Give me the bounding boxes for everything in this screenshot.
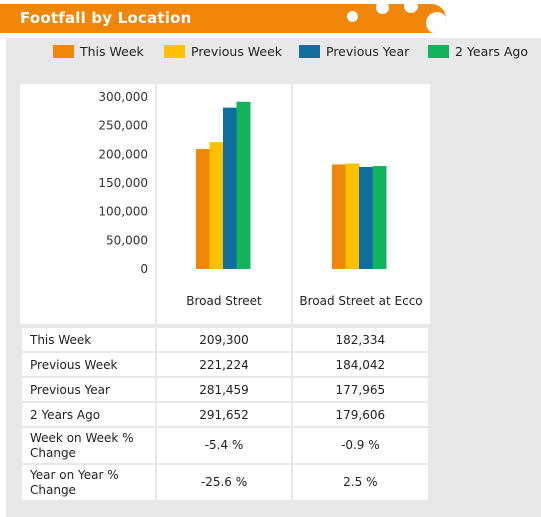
legend-label: Previous Week: [191, 44, 283, 59]
y-tick-label: 150,000: [98, 176, 148, 190]
y-tick-label: 100,000: [98, 205, 148, 219]
y-tick-label: 300,000: [98, 90, 148, 104]
chart-legend: This Week Previous Week Previous Year 2 …: [6, 44, 541, 62]
legend-item-previous-year: Previous Year: [299, 44, 409, 59]
row-label: Previous Year: [19, 376, 158, 403]
bar: [359, 166, 373, 269]
bar: [372, 166, 387, 269]
table-cell: 182,334: [290, 326, 431, 353]
y-tick-label: 50,000: [106, 233, 148, 247]
row-label: Previous Week: [19, 351, 158, 378]
table-cell: -25.6 %: [155, 463, 293, 502]
table-row: Year on Year % Change -25.6 % 2.5 %: [19, 463, 431, 502]
legend-label: 2 Years Ago: [455, 44, 529, 59]
table-cell: 221,224: [155, 351, 293, 378]
legend-label: Previous Year: [326, 44, 410, 59]
bar-chart: 300,000 250,000 200,000 150,000 100,000 50,00…: [98, 84, 387, 326]
table-cell: 209,300: [155, 326, 293, 353]
table-cell: 184,042: [290, 351, 431, 378]
legend-swatch: [53, 45, 74, 58]
bar: [209, 142, 224, 269]
footfall-table: This Week 209,300 182,334 Previous Week …: [19, 326, 431, 502]
table-cell: -0.9 %: [290, 426, 431, 465]
y-tick-label: 0: [140, 262, 148, 276]
bar: [332, 164, 346, 269]
widget-title: Footfall by Location: [20, 9, 192, 27]
bar: [236, 101, 251, 269]
bar: [223, 107, 237, 269]
widget-header: Footfall by Location: [0, 4, 446, 33]
decorative-dot: [347, 11, 358, 22]
table-cell: 291,652: [155, 401, 293, 428]
legend-item-2-years-ago: 2 Years Ago: [428, 44, 528, 59]
table-cell: 2.5 %: [290, 463, 431, 502]
category-label: Broad Street at Ecco: [299, 294, 423, 308]
table-row: Week on Week % Change -5.4 % -0.9 %: [19, 426, 431, 465]
legend-label: This Week: [80, 44, 144, 59]
legend-swatch: [299, 45, 320, 58]
legend-item-this-week: This Week: [53, 44, 144, 59]
table-cell: 179,606: [290, 401, 431, 428]
legend-item-previous-week: Previous Week: [164, 44, 282, 59]
table-row: This Week 209,300 182,334: [19, 326, 431, 353]
legend-swatch: [428, 45, 449, 58]
table-row: Previous Year 281,459 177,965: [19, 376, 431, 403]
bar: [196, 149, 210, 269]
table-cell: 281,459: [155, 376, 293, 403]
category-label: Broad Street: [186, 294, 262, 308]
table-row: Previous Week 221,224 184,042: [19, 351, 431, 378]
row-label: 2 Years Ago: [19, 401, 158, 428]
row-label: Week on Week % Change: [19, 426, 158, 465]
bar: [345, 163, 360, 269]
row-label: Year on Year % Change: [19, 463, 158, 502]
decorative-dot: [426, 12, 446, 33]
chart-panel: This Week Previous Week Previous Year 2 …: [6, 38, 541, 517]
decorative-dot: [404, 4, 418, 13]
table-cell: -5.4 %: [155, 426, 293, 465]
decorative-dot: [376, 4, 389, 14]
table-cell: 177,965: [290, 376, 431, 403]
y-tick-label: 250,000: [98, 119, 148, 133]
y-tick-label: 200,000: [98, 147, 148, 161]
legend-swatch: [164, 45, 185, 58]
row-label: This Week: [19, 326, 158, 353]
category-label-row: Broad Street Broad Street at Ecco: [20, 278, 430, 322]
table-row: 2 Years Ago 291,652 179,606: [19, 401, 431, 428]
